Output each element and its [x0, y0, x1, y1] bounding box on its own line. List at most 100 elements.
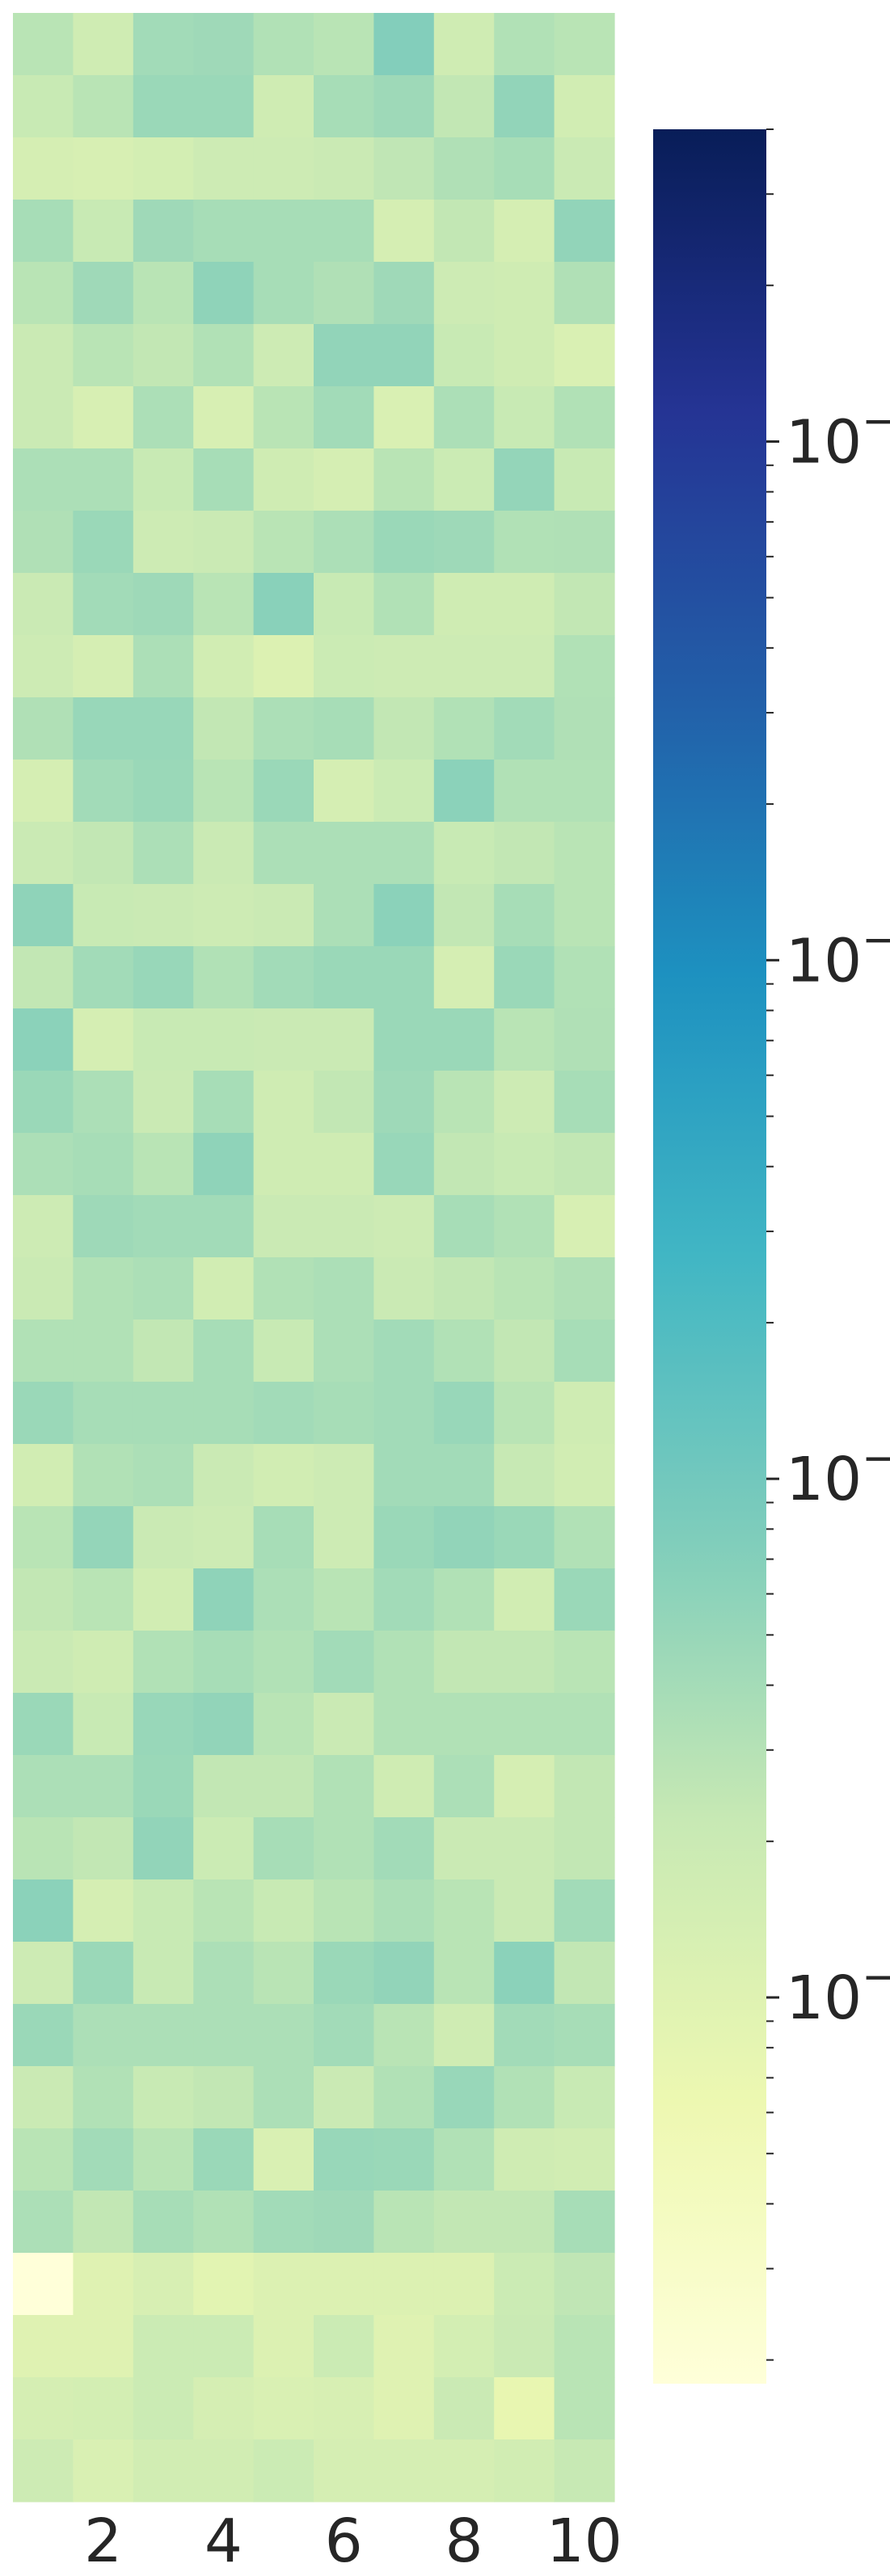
heatmap-cell — [373, 2191, 435, 2254]
heatmap-cell — [253, 946, 314, 1009]
heatmap-cell — [373, 2004, 435, 2067]
heatmap-cell — [494, 262, 555, 325]
heatmap-cell — [373, 262, 435, 325]
heatmap-cell — [73, 1257, 134, 1320]
heatmap-cell — [314, 760, 374, 823]
heatmap-cell — [133, 75, 194, 138]
heatmap-cell — [13, 2191, 74, 2254]
heatmap-cell — [73, 573, 134, 636]
heatmap-cell — [433, 386, 495, 449]
heatmap-cell — [13, 760, 74, 823]
heatmap-cell — [133, 13, 194, 76]
heatmap-cell — [433, 1008, 495, 1071]
heatmap-cell — [554, 2315, 615, 2378]
heatmap-cell — [73, 1879, 134, 1943]
heatmap-cell — [73, 75, 134, 138]
heatmap-cells — [13, 13, 615, 2502]
heatmap-cell — [253, 822, 314, 885]
heatmap-cell — [13, 2315, 74, 2378]
heatmap-cell — [554, 1817, 615, 1880]
heatmap-cell — [193, 1506, 255, 1569]
heatmap-cell — [314, 262, 374, 325]
heatmap-cell — [193, 324, 255, 387]
heatmap-cell — [554, 635, 615, 698]
heatmap-cell — [13, 1320, 74, 1383]
heatmap-cell — [73, 13, 134, 76]
heatmap-cell — [314, 448, 374, 511]
heatmap-cell — [433, 75, 495, 138]
heatmap-cell — [494, 1257, 555, 1320]
heatmap-cell — [193, 2315, 255, 2378]
heatmap-cell — [73, 448, 134, 511]
heatmap-cell — [494, 1008, 555, 1071]
heatmap-cell — [314, 1755, 374, 1818]
heatmap-cell — [73, 1631, 134, 1694]
heatmap-cell — [433, 2191, 495, 2254]
heatmap-cell — [494, 822, 555, 885]
heatmap-cell — [494, 1568, 555, 1631]
heatmap-cell — [133, 635, 194, 698]
heatmap-cell — [13, 386, 74, 449]
heatmap-cell — [73, 1506, 134, 1569]
heatmap-cell — [133, 1942, 194, 2005]
heatmap-cell — [373, 946, 435, 1009]
heatmap-cell — [253, 448, 314, 511]
heatmap-cell — [433, 2439, 495, 2502]
heatmap-cell — [373, 1444, 435, 1507]
heatmap-cell — [373, 1382, 435, 1445]
heatmap-cell — [554, 884, 615, 947]
heatmap-cell — [193, 2004, 255, 2067]
heatmap-cell — [193, 1133, 255, 1196]
heatmap-cell — [554, 448, 615, 511]
heatmap-cell — [373, 137, 435, 200]
heatmap-cell — [373, 1693, 435, 1756]
heatmap-cell — [133, 262, 194, 325]
heatmap-cell — [554, 760, 615, 823]
heatmap-cell — [193, 2128, 255, 2191]
heatmap-cell — [253, 1817, 314, 1880]
heatmap-cell — [314, 2377, 374, 2440]
heatmap-cell — [253, 1133, 314, 1196]
heatmap-cell — [373, 573, 435, 636]
heatmap-cell — [433, 1755, 495, 1818]
heatmap-cell — [133, 2439, 194, 2502]
heatmap-cell — [193, 946, 255, 1009]
heatmap-cell — [494, 1817, 555, 1880]
heatmap-cell — [253, 2377, 314, 2440]
heatmap-cell — [494, 386, 555, 449]
heatmap-cell — [193, 822, 255, 885]
heatmap-cell — [133, 1195, 194, 1258]
heatmap-cell — [193, 137, 255, 200]
heatmap-cell — [193, 75, 255, 138]
heatmap-cell — [253, 573, 314, 636]
heatmap-cell — [13, 1008, 74, 1071]
heatmap-cell — [314, 1568, 374, 1631]
heatmap-cell — [314, 1942, 374, 2005]
heatmap-cell — [373, 2066, 435, 2129]
heatmap-cell — [193, 1817, 255, 1880]
heatmap-cell — [433, 1257, 495, 1320]
heatmap-cell — [494, 2191, 555, 2254]
heatmap-cell — [253, 635, 314, 698]
heatmap-cell — [253, 2315, 314, 2378]
heatmap-cell — [494, 2439, 555, 2502]
heatmap-cell — [433, 511, 495, 574]
heatmap-cell — [494, 448, 555, 511]
heatmap-cell — [373, 760, 435, 823]
colorbar-minor-ticks — [766, 128, 774, 2361]
heatmap-cell — [13, 1817, 74, 1880]
heatmap-cell — [554, 1382, 615, 1445]
heatmap-cell — [554, 1631, 615, 1694]
heatmap-cell — [193, 1631, 255, 1694]
heatmap-cell — [133, 1257, 194, 1320]
heatmap-cell — [73, 2377, 134, 2440]
heatmap-cell — [433, 1133, 495, 1196]
heatmap-cell — [73, 262, 134, 325]
heatmap-cell — [314, 2128, 374, 2191]
heatmap-cell — [193, 884, 255, 947]
heatmap-cell — [253, 1071, 314, 1134]
heatmap-cell — [314, 1071, 374, 1134]
heatmap-cell — [253, 1568, 314, 1631]
heatmap-cell — [73, 1195, 134, 1258]
heatmap-cell — [373, 448, 435, 511]
